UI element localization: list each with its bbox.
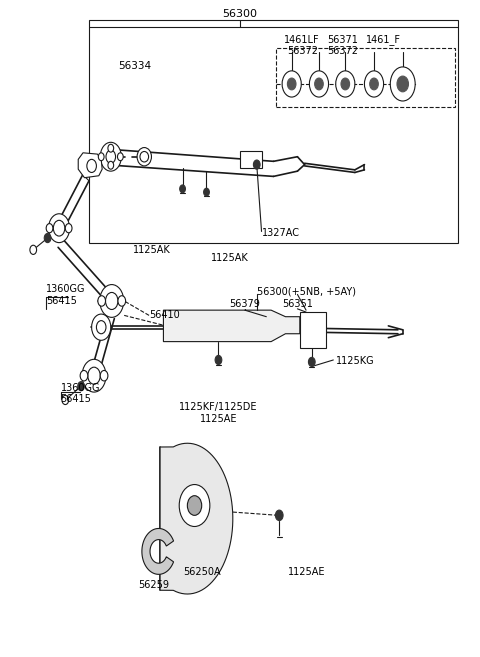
Circle shape <box>106 292 118 309</box>
Circle shape <box>276 510 283 520</box>
Circle shape <box>341 78 349 90</box>
Circle shape <box>118 153 123 161</box>
Polygon shape <box>160 443 233 594</box>
Circle shape <box>100 284 124 317</box>
Text: 56415: 56415 <box>46 296 77 306</box>
Text: 56371: 56371 <box>327 35 359 45</box>
Text: 1125AK: 1125AK <box>133 245 170 255</box>
Circle shape <box>204 188 209 196</box>
Ellipse shape <box>140 152 149 162</box>
Circle shape <box>309 357 315 367</box>
Text: 1327AC: 1327AC <box>262 229 300 238</box>
Circle shape <box>98 296 106 306</box>
Circle shape <box>310 71 328 97</box>
Circle shape <box>108 162 114 170</box>
Circle shape <box>48 214 70 242</box>
Circle shape <box>397 76 408 92</box>
Text: 56415: 56415 <box>60 394 91 403</box>
Circle shape <box>65 223 72 233</box>
Circle shape <box>96 321 106 334</box>
Text: 56410: 56410 <box>149 310 180 321</box>
Circle shape <box>179 484 210 526</box>
Circle shape <box>288 78 296 90</box>
Circle shape <box>282 71 301 97</box>
Polygon shape <box>163 310 300 342</box>
Circle shape <box>88 367 100 384</box>
Circle shape <box>106 150 116 164</box>
Circle shape <box>180 185 185 193</box>
Text: 56372: 56372 <box>287 46 318 56</box>
Circle shape <box>46 223 53 233</box>
Circle shape <box>80 371 88 381</box>
Text: 56372: 56372 <box>327 46 359 56</box>
Circle shape <box>370 78 378 90</box>
Circle shape <box>118 296 126 306</box>
Circle shape <box>215 355 222 365</box>
Circle shape <box>315 78 323 90</box>
Circle shape <box>100 371 108 381</box>
Text: 56300: 56300 <box>223 9 257 19</box>
Circle shape <box>253 160 260 170</box>
Text: 1461_F: 1461_F <box>366 34 401 45</box>
Text: 1360GG: 1360GG <box>46 284 85 294</box>
Circle shape <box>62 396 69 405</box>
Text: 56300(+5NB, +5AY): 56300(+5NB, +5AY) <box>257 287 356 297</box>
Circle shape <box>30 245 36 254</box>
Bar <box>276 48 456 107</box>
Text: 1360GG: 1360GG <box>60 382 100 392</box>
Text: 1125KG: 1125KG <box>336 356 374 367</box>
Circle shape <box>53 220 65 236</box>
Circle shape <box>336 71 355 97</box>
Text: 1125KF/1125DE: 1125KF/1125DE <box>179 402 258 412</box>
Circle shape <box>82 359 106 392</box>
Circle shape <box>364 71 384 97</box>
Text: 1125AK: 1125AK <box>211 254 249 263</box>
Circle shape <box>87 160 96 173</box>
Circle shape <box>98 153 104 161</box>
Circle shape <box>100 143 121 171</box>
Circle shape <box>44 233 51 242</box>
Polygon shape <box>78 153 102 177</box>
Bar <box>240 152 262 168</box>
Circle shape <box>92 314 111 340</box>
Bar <box>89 20 458 243</box>
Text: 56259: 56259 <box>138 581 169 591</box>
Text: 56351: 56351 <box>282 299 313 309</box>
Polygon shape <box>300 312 326 348</box>
Text: 56334: 56334 <box>118 61 151 71</box>
Ellipse shape <box>137 148 152 166</box>
Text: 1461LF: 1461LF <box>285 35 320 45</box>
Text: 1125AE: 1125AE <box>288 568 326 578</box>
Text: 1125AE: 1125AE <box>200 414 237 424</box>
Text: 56379: 56379 <box>229 299 260 309</box>
Circle shape <box>78 382 84 391</box>
Circle shape <box>390 67 415 101</box>
Polygon shape <box>142 528 174 574</box>
Circle shape <box>108 145 114 152</box>
Text: 56250A: 56250A <box>183 568 220 578</box>
Circle shape <box>187 495 202 515</box>
